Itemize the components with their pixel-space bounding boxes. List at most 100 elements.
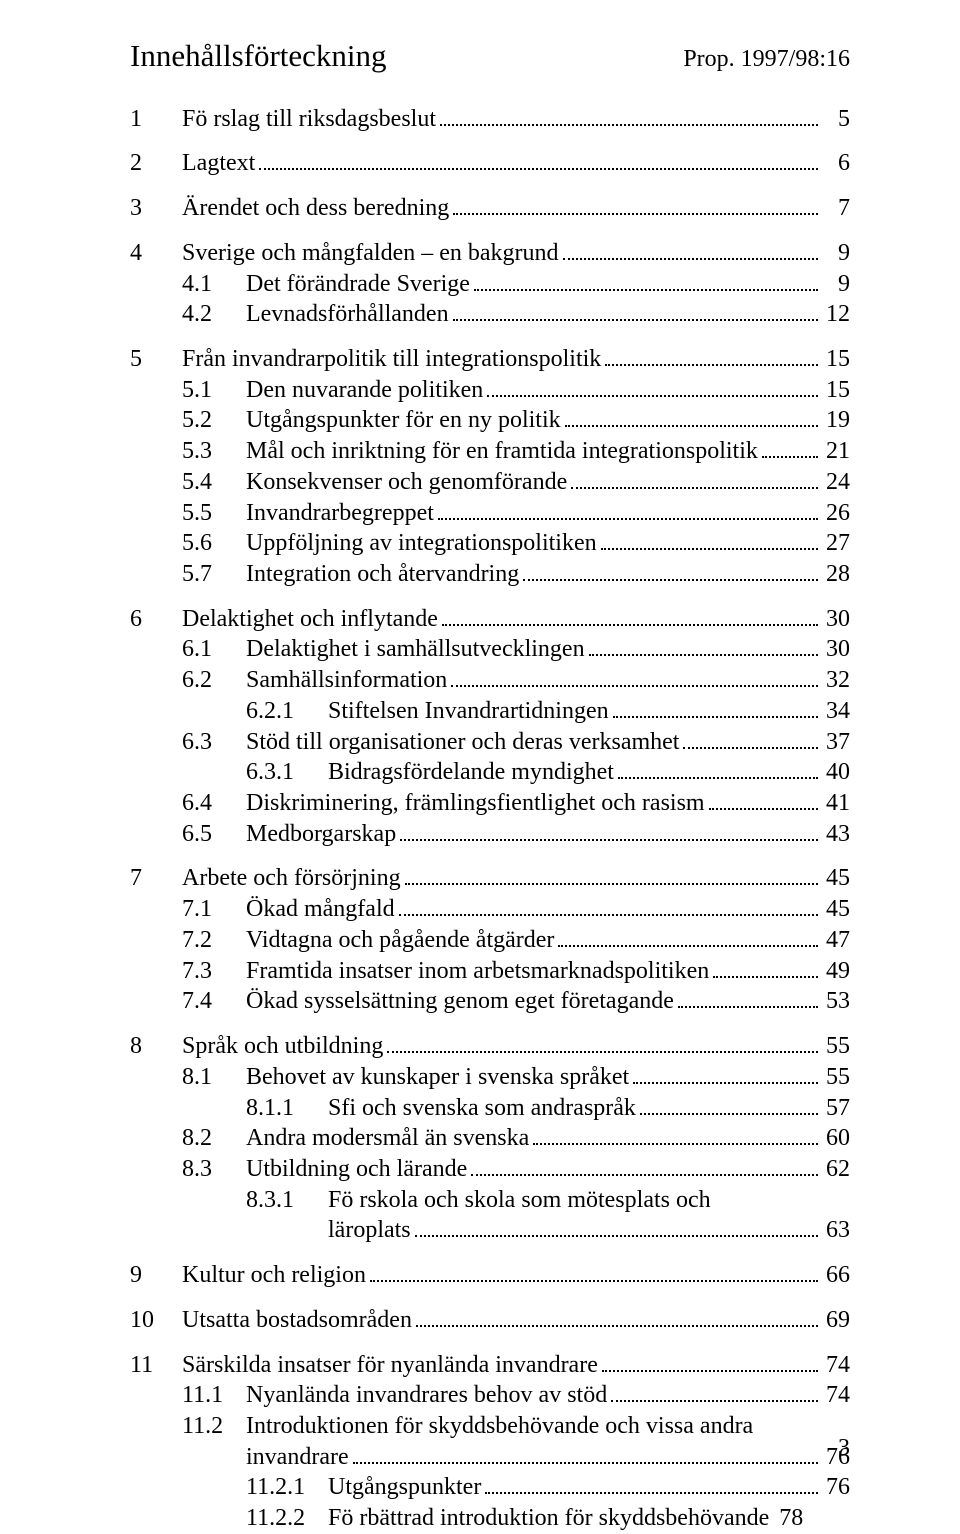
toc-leader [709,789,818,810]
toc-label: Uppföljning av integrationspolitiken [246,528,597,559]
toc-entry: 8.1.1Sfi och svenska som andraspråk57 [130,1093,850,1124]
toc-leader [523,560,818,581]
toc-leader [762,437,818,458]
toc-leader [618,758,818,779]
toc-label: Invandrarbegreppet [246,498,434,529]
toc-leader [416,1306,818,1327]
toc-page: 74 [822,1380,850,1411]
toc-entry-continuation: läroplats63 [130,1215,850,1246]
toc-leader [370,1261,818,1282]
toc-page: 30 [822,634,850,665]
toc-label: Diskriminering, främlingsfientlighet och… [246,788,705,819]
toc-page: 27 [822,528,850,559]
toc-label: Stöd till organisationer och deras verks… [246,727,679,758]
toc-number: 8.3 [130,1154,246,1185]
toc-leader [474,269,818,290]
toc-number: 4 [130,238,182,269]
toc-label: Arbete och försörjning [182,863,401,894]
toc-entry-continuation: invandrare76 [130,1442,850,1473]
toc-number: 6.4 [130,788,246,819]
toc-number: 11 [130,1350,182,1381]
toc-entry: 5Från invandrarpolitik till integrations… [130,344,850,375]
toc-leader [713,956,818,977]
toc-number: 3 [130,193,182,224]
toc-entry: 11.2Introduktionen för skyddsbehövande o… [130,1411,850,1442]
toc-entry: 5.6Uppföljning av integrationspolitiken 2… [130,528,850,559]
toc-page: 15 [822,375,850,406]
toc-label: Medborgarskap [246,819,396,850]
toc-number: 6.3.1 [130,757,328,788]
toc-label: Stiftelsen Invandrartidningen [328,696,609,727]
toc-number: 8.3.1 [130,1185,328,1216]
toc-label: Samhällsinformation [246,665,447,696]
toc-label: Från invandrarpolitik till integrationsp… [182,344,601,375]
toc-entry: 7.3Framtida insatser inom arbetsmarknads… [130,956,850,987]
toc-page: 76 [822,1472,850,1503]
toc-label: Kultur och religion [182,1260,366,1291]
toc-number: 7 [130,863,182,894]
toc-number: 6.2 [130,665,246,696]
toc-leader [565,406,818,427]
toc-title: Innehållsförteckning [130,36,387,76]
toc-leader [440,104,818,125]
toc-label: Fö rskola och skola som mötesplats och [328,1185,711,1216]
toc-leader [571,468,818,489]
toc-label: Sfi och svenska som andraspråk [328,1093,636,1124]
toc-page: 78 [775,1503,803,1534]
toc-entry: 7Arbete och försörjning 45 [130,863,850,894]
toc-number: 6.2.1 [130,696,328,727]
toc-label: Behovet av kunskaper i svenska språket [246,1062,629,1093]
toc-page: 55 [822,1031,850,1062]
toc-entry: 8.1Behovet av kunskaper i svenska språke… [130,1062,850,1093]
toc-number: 2 [130,148,182,179]
toc-page: 45 [822,863,850,894]
toc-number: 8 [130,1031,182,1062]
toc-page: 24 [822,467,850,498]
toc-leader [563,239,818,260]
toc-page: 43 [822,819,850,850]
toc-page: 9 [822,238,850,269]
toc-entry: 7.1Ökad mångfald45 [130,894,850,925]
toc-leader [485,1473,818,1494]
toc-label: Ökad sysselsättning genom eget företagan… [246,986,674,1017]
toc-entry: 7.4Ökad sysselsättning genom eget företa… [130,986,850,1017]
toc-page: 45 [822,894,850,925]
toc-label: Fö rslag till riksdagsbeslut [182,104,436,135]
toc-number: 5.3 [130,436,246,467]
toc-leader [438,498,818,519]
toc-entry: 8.3Utbildning och lärande62 [130,1154,850,1185]
toc-leader [451,666,818,687]
toc-leader [605,345,818,366]
toc-leader [640,1093,818,1114]
toc-entry: 6Delaktighet och inflytande30 [130,604,850,635]
toc-entry: 11.2.1Utgångspunkter76 [130,1472,850,1503]
toc-entry: 8.3.1Fö rskola och skola som mötesplats … [130,1185,850,1216]
toc-label: Lagtext [182,148,255,179]
toc-label: Utgångspunkter [328,1472,481,1503]
toc-entry: 6.5Medborgarskap43 [130,819,850,850]
toc-number: 5.7 [130,559,246,590]
toc-page: 32 [822,665,850,696]
toc-leader [399,895,818,916]
toc-page: 53 [822,986,850,1017]
toc-number: 7.2 [130,925,246,956]
toc-label: Särskilda insatser för nyanlända invandr… [182,1350,598,1381]
toc-entry: 6.1Delaktighet i samhällsutvecklingen30 [130,634,850,665]
toc-entry: 11Särskilda insatser för nyanlända invan… [130,1350,850,1381]
toc-page: 63 [822,1215,850,1246]
toc-leader [611,1381,818,1402]
toc-label: Nyanlända invandrares behov av stöd [246,1380,607,1411]
toc-label: Utgångspunkter för en ny politik [246,405,561,436]
toc-page: 21 [822,436,850,467]
toc-label: Det förändrade Sverige [246,269,470,300]
toc-entry: 5.7Integration och återvandring28 [130,559,850,590]
toc-leader [453,194,818,215]
toc-leader [471,1155,818,1176]
toc-number: 7.1 [130,894,246,925]
toc-page: 7 [822,193,850,224]
toc-entry: 5.3Mål och inriktning för en framtida in… [130,436,850,467]
toc-entry: 9Kultur och religion66 [130,1260,850,1291]
toc-entry: 1Fö rslag till riksdagsbeslut5 [130,104,850,135]
toc-page: 74 [822,1350,850,1381]
toc-number: 5.6 [130,528,246,559]
